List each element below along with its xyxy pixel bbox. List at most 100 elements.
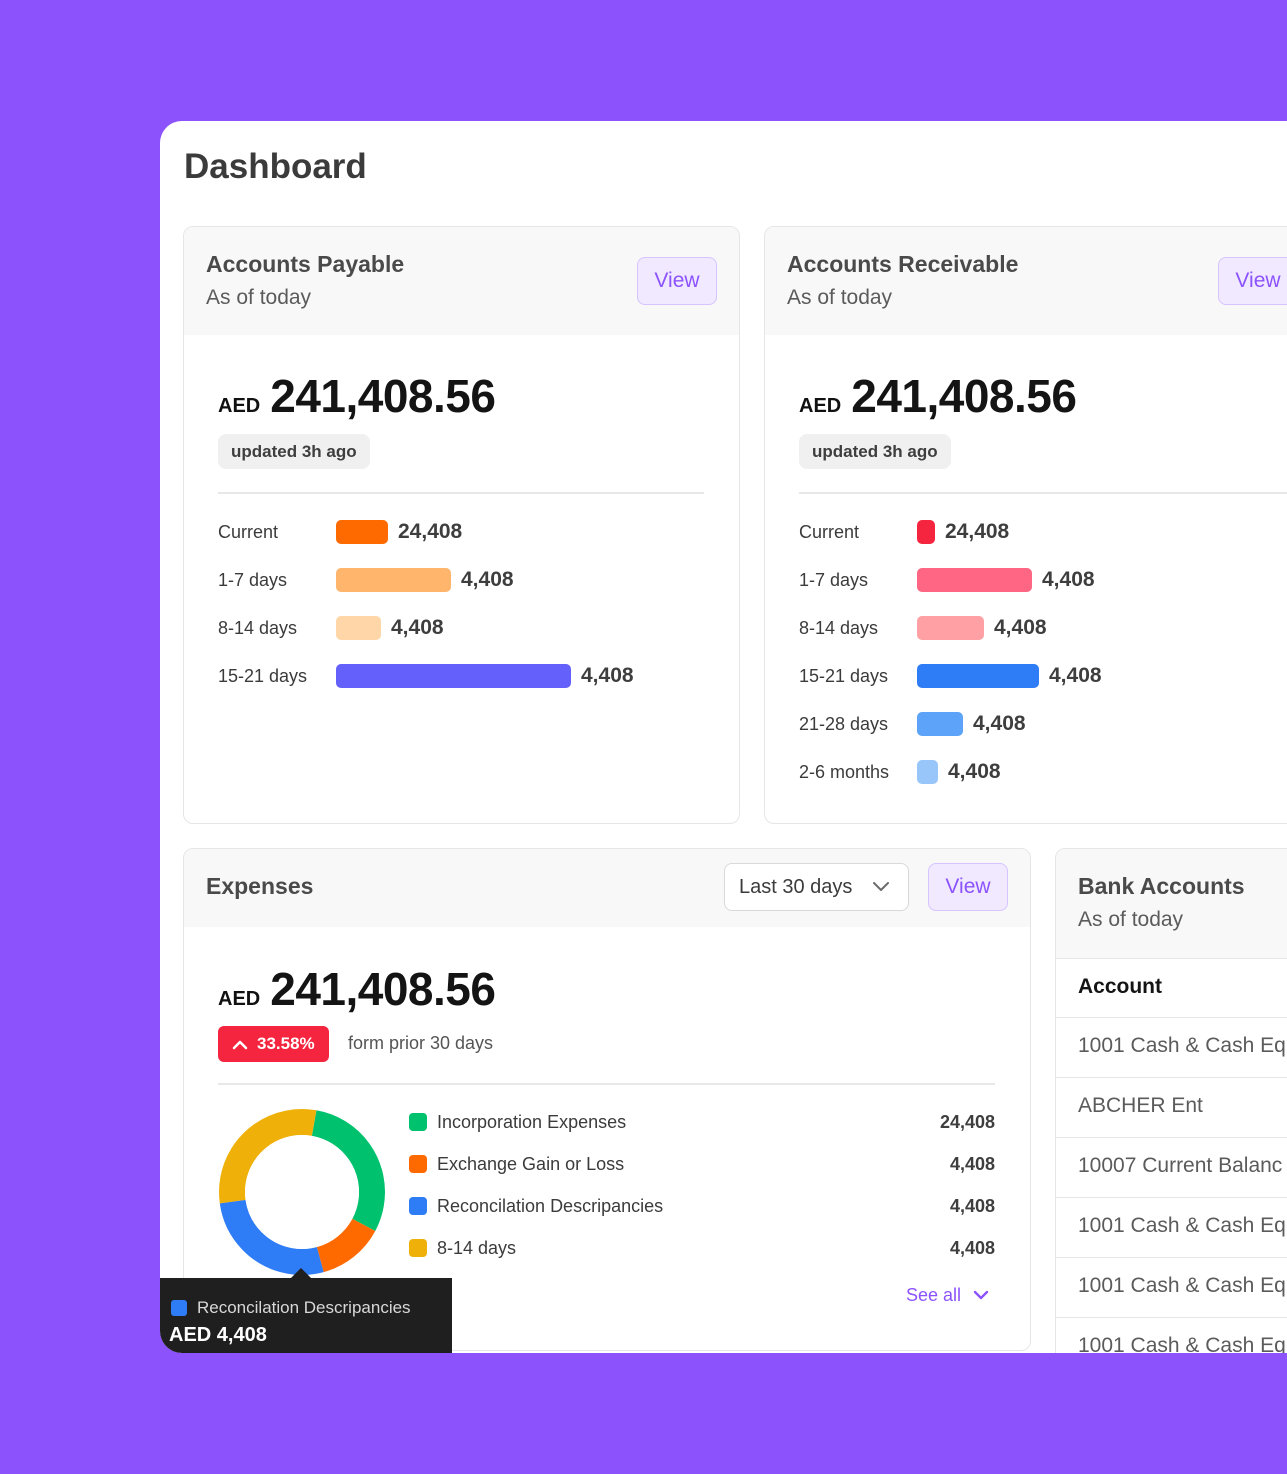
arrow-up-icon <box>232 1040 248 1049</box>
amount-value: 241,408.56 <box>851 370 1077 422</box>
see-all-link[interactable]: See all <box>906 1285 989 1306</box>
aging-bar[interactable] <box>917 712 963 736</box>
legend-item: 8-14 days 4,408 <box>409 1235 995 1261</box>
view-button[interactable]: View <box>637 257 717 305</box>
change-badge: 33.58% <box>218 1026 329 1062</box>
aging-row: Current 24,408 <box>218 519 462 545</box>
view-button[interactable]: View <box>1218 257 1287 305</box>
card-title: Expenses <box>206 873 314 899</box>
chevron-down-icon <box>873 882 889 891</box>
legend-swatch <box>409 1239 427 1257</box>
aging-label: 2-6 months <box>799 761 890 782</box>
aging-value: 4,408 <box>391 616 444 639</box>
expenses-donut-chart[interactable] <box>218 1108 386 1276</box>
card-title: Accounts Payable <box>206 251 405 277</box>
expenses-card: Expenses Last 30 days View AED 241,408.5… <box>183 848 1031 1351</box>
card-subtitle: As of today <box>1078 908 1184 931</box>
total-amount: AED 241,408.56 <box>799 369 1077 423</box>
table-row[interactable]: ABCHER Ent <box>1056 1078 1287 1138</box>
donut-slice[interactable] <box>219 1109 385 1275</box>
aging-label: Current <box>218 521 279 542</box>
change-value: 33.58% <box>257 1034 315 1053</box>
aging-row: 2-6 months 4,408 <box>799 759 1001 785</box>
aging-value: 4,408 <box>973 712 1026 735</box>
amount-value: 241,408.56 <box>270 963 496 1015</box>
aging-row: 21-28 days 4,408 <box>799 711 1026 737</box>
legend-label: Incorporation Expenses <box>437 1111 627 1132</box>
card-header: Expenses Last 30 days View <box>184 849 1030 927</box>
aging-bar[interactable] <box>917 664 1039 688</box>
amount-value: 241,408.56 <box>270 370 496 422</box>
change-note: form prior 30 days <box>348 1033 494 1053</box>
donut-slice[interactable] <box>219 1109 385 1275</box>
legend-item: Incorporation Expenses 24,408 <box>409 1109 995 1135</box>
account-name: 1001 Cash & Cash Equ <box>1078 1034 1287 1057</box>
legend-value: 4,408 <box>949 1195 995 1216</box>
aging-value: 4,408 <box>461 568 514 591</box>
updated-badge: updated 3h ago <box>799 434 951 469</box>
account-name: 1001 Cash & Cash Equ <box>1078 1274 1287 1297</box>
aging-bar[interactable] <box>917 520 935 544</box>
table-row[interactable]: 10007 Current Balanc <box>1056 1138 1287 1198</box>
aging-label: Current <box>799 521 860 542</box>
aging-row: 15-21 days 4,408 <box>799 663 1102 689</box>
account-name: 1001 Cash & Cash Equ <box>1078 1334 1287 1353</box>
aging-label: 8-14 days <box>799 617 879 638</box>
aging-label: 1-7 days <box>799 569 869 590</box>
account-name: 10007 Current Balanc <box>1078 1154 1283 1177</box>
total-amount: AED 241,408.56 <box>218 962 496 1016</box>
table-row[interactable]: 1001 Cash & Cash Equ <box>1056 1198 1287 1258</box>
legend-label: 8-14 days <box>437 1237 517 1258</box>
aging-bar[interactable] <box>336 520 388 544</box>
aging-value: 4,408 <box>1042 568 1095 591</box>
legend-value: 24,408 <box>939 1111 995 1132</box>
aging-bar[interactable] <box>917 568 1032 592</box>
aging-bar[interactable] <box>917 616 984 640</box>
dashboard-panel: Dashboard Accounts Payable As of today V… <box>160 121 1287 1353</box>
legend-swatch <box>409 1113 427 1131</box>
period-dropdown[interactable]: Last 30 days <box>724 863 909 911</box>
legend-label: Reconcilation Descripancies <box>437 1195 664 1216</box>
aging-row: 1-7 days 4,408 <box>799 567 1095 593</box>
card-header: Bank Accounts As of today <box>1056 849 1287 958</box>
column-header-account: Account <box>1078 975 1162 998</box>
see-all-label: See all <box>906 1285 962 1305</box>
card-header: Accounts Receivable As of today View <box>765 227 1287 335</box>
aging-bar[interactable] <box>336 568 451 592</box>
accounts-payable-card: Accounts Payable As of today View AED 24… <box>183 226 740 824</box>
aging-value: 4,408 <box>948 760 1001 783</box>
aging-row: Current 24,408 <box>799 519 1009 545</box>
aging-label: 21-28 days <box>799 713 889 734</box>
aging-row: 8-14 days 4,408 <box>218 615 444 641</box>
donut-hole <box>245 1135 359 1249</box>
chart-tooltip: Reconcilation Descripancies AED 4,408 <box>160 1278 452 1353</box>
legend-swatch <box>409 1197 427 1215</box>
updated-badge: updated 3h ago <box>218 434 370 469</box>
view-button[interactable]: View <box>928 863 1008 911</box>
divider <box>799 492 1287 494</box>
card-title: Bank Accounts <box>1078 873 1245 899</box>
divider <box>218 492 704 494</box>
legend-value: 4,408 <box>949 1237 995 1258</box>
account-name: 1001 Cash & Cash Equ <box>1078 1214 1287 1237</box>
aging-bar[interactable] <box>336 664 571 688</box>
aging-label: 1-7 days <box>218 569 288 590</box>
tooltip-label: Reconcilation Descripancies <box>197 1298 411 1317</box>
aging-value: 24,408 <box>398 520 463 543</box>
card-header: Accounts Payable As of today View <box>184 227 739 335</box>
aging-row: 15-21 days 4,408 <box>218 663 634 689</box>
aging-row: 8-14 days 4,408 <box>799 615 1047 641</box>
table-row[interactable]: 1001 Cash & Cash Equ <box>1056 1258 1287 1318</box>
tooltip-arrow <box>291 1268 311 1278</box>
table-row[interactable]: 1001 Cash & Cash Equ <box>1056 1318 1287 1353</box>
tooltip-swatch <box>171 1300 187 1316</box>
card-title: Accounts Receivable <box>787 251 1019 277</box>
aging-row: 1-7 days 4,408 <box>218 567 514 593</box>
legend-item: Reconcilation Descripancies 4,408 <box>409 1193 995 1219</box>
aging-bar[interactable] <box>917 760 938 784</box>
aging-value: 4,408 <box>1049 664 1102 687</box>
aging-bar[interactable] <box>336 616 381 640</box>
table-row[interactable]: 1001 Cash & Cash Equ <box>1056 1018 1287 1078</box>
currency-label: AED <box>218 395 261 417</box>
table-header: Account <box>1056 958 1287 1018</box>
